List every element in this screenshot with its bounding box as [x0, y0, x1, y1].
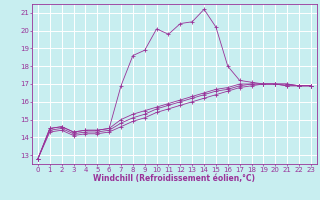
X-axis label: Windchill (Refroidissement éolien,°C): Windchill (Refroidissement éolien,°C)	[93, 174, 255, 183]
